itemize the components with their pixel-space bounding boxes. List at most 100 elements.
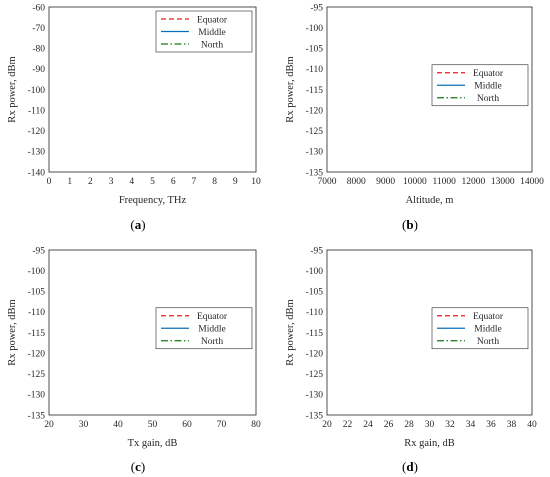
- y-tick-label: -120: [306, 106, 324, 116]
- x-tick-label: 3: [109, 177, 114, 187]
- legend-label-north: North: [201, 40, 223, 50]
- x-tick-label: 9000: [376, 177, 395, 187]
- x-tick-label: 80: [251, 420, 261, 430]
- y-tick-label: -140: [28, 168, 46, 178]
- chart-panel-d: 20 22 24 26 28 30 32 34 36 38 40 -135 -130 -125 -120 -1…: [285, 246, 537, 474]
- x-tick-label: 26: [384, 420, 394, 430]
- legend-label-middle: Middle: [474, 82, 501, 92]
- x-tick-label: 24: [363, 420, 373, 430]
- x-axis-label: Altitude, m: [406, 195, 454, 206]
- y-tick-label: -120: [306, 349, 324, 359]
- x-tick-label: 0: [47, 177, 52, 187]
- legend-label-middle: Middle: [474, 325, 501, 335]
- x-tick-label: 11000: [432, 177, 456, 187]
- legend-label-middle: Middle: [198, 28, 225, 38]
- x-tick-label: 10: [251, 177, 261, 187]
- y-tick-label: -100: [28, 86, 46, 96]
- y-tick-label: -135: [306, 168, 324, 178]
- y-tick-label: -110: [28, 106, 45, 116]
- y-tick-label: -95: [32, 246, 45, 256]
- legend-label-north: North: [477, 337, 499, 347]
- y-tick-label: -130: [306, 391, 324, 401]
- x-tick-label: 28: [404, 420, 414, 430]
- y-tick-label: -100: [28, 267, 46, 277]
- y-tick-label: -130: [28, 391, 46, 401]
- x-axis-label: Tx gain, dB: [128, 438, 178, 449]
- x-tick-label: 9: [233, 177, 238, 187]
- panel-label: (c): [131, 459, 145, 474]
- chart-panel-a: 0 1 2 3 4 5 6 7 8 9 10 -140 -130 -120 -110 -100 -90 -80 -7…: [7, 3, 261, 232]
- y-axis-label: Rx power, dBm: [7, 56, 18, 122]
- x-tick-label: 40: [113, 420, 123, 430]
- y-tick-label: -130: [28, 148, 46, 158]
- y-tick-label: -100: [306, 24, 324, 34]
- y-tick-label: -110: [306, 308, 323, 318]
- y-tick-label: -125: [306, 370, 324, 380]
- legend-label-north: North: [201, 337, 223, 347]
- x-axis-label: Rx gain, dB: [404, 438, 454, 449]
- y-tick-label: -95: [310, 246, 323, 256]
- chart-panel-b: 7000 8000 9000 10000 11000 12000 13000 14000 -13…: [285, 3, 544, 232]
- x-axis-label: Frequency, THz: [119, 195, 187, 206]
- x-tick-label: 36: [486, 420, 496, 430]
- y-tick-label: -105: [306, 45, 324, 55]
- x-tick-label: 10000: [403, 177, 427, 187]
- legend-label-middle: Middle: [198, 325, 225, 335]
- y-tick-label: -110: [306, 65, 323, 75]
- y-tick-label: -120: [28, 349, 46, 359]
- legend: Equator Middle North: [155, 10, 253, 53]
- y-tick-label: -115: [28, 329, 45, 339]
- legend-label-equator: Equator: [473, 312, 504, 322]
- legend: Equator Middle North: [431, 307, 529, 350]
- x-tick-label: 20: [44, 420, 54, 430]
- x-tick-label: 40: [527, 420, 537, 430]
- x-tick-label: 6: [171, 177, 176, 187]
- y-tick-label: -135: [28, 411, 46, 421]
- y-tick-label: -105: [28, 288, 46, 298]
- x-tick-label: 34: [466, 420, 476, 430]
- x-tick-label: 12000: [462, 177, 486, 187]
- x-tick-label: 60: [182, 420, 192, 430]
- legend-label-equator: Equator: [197, 15, 228, 25]
- x-tick-label: 8: [212, 177, 217, 187]
- y-axis-label: Rx power, dBm: [285, 299, 296, 365]
- x-tick-label: 30: [425, 420, 435, 430]
- y-axis-label: Rx power, dBm: [285, 56, 296, 122]
- x-tick-label: 38: [507, 420, 517, 430]
- legend: Equator Middle North: [155, 307, 253, 350]
- x-tick-label: 70: [217, 420, 227, 430]
- y-tick-label: -80: [32, 45, 45, 55]
- y-tick-label: -60: [32, 3, 45, 13]
- y-tick-label: -95: [310, 3, 323, 13]
- x-tick-label: 8000: [347, 177, 366, 187]
- y-tick-label: -125: [28, 370, 46, 380]
- panel-label: (d): [402, 459, 418, 474]
- y-tick-label: -90: [32, 65, 45, 75]
- x-tick-label: 14000: [520, 177, 544, 187]
- panel-label: (b): [402, 217, 418, 232]
- x-tick-label: 13000: [491, 177, 515, 187]
- legend-label-equator: Equator: [473, 69, 504, 79]
- legend-label-equator: Equator: [197, 312, 228, 322]
- y-tick-label: -130: [306, 148, 324, 158]
- y-tick-label: -120: [28, 127, 46, 137]
- y-tick-label: -105: [306, 288, 324, 298]
- x-tick-label: 22: [343, 420, 353, 430]
- chart-panel-c: 20 30 40 50 60 70 80 -135 -130 -125 -120 -115 -110 -1…: [7, 246, 261, 474]
- x-tick-label: 4: [129, 177, 134, 187]
- x-tick-label: 30: [79, 420, 89, 430]
- y-tick-label: -125: [306, 127, 324, 137]
- y-tick-label: -115: [306, 86, 323, 96]
- x-tick-label: 2: [88, 177, 93, 187]
- x-tick-label: 20: [322, 420, 332, 430]
- legend: Equator Middle North: [431, 64, 529, 107]
- legend-label-north: North: [477, 94, 499, 104]
- x-tick-label: 32: [445, 420, 455, 430]
- y-tick-label: -100: [306, 267, 324, 277]
- x-tick-label: 7000: [318, 177, 337, 187]
- x-tick-label: 1: [67, 177, 72, 187]
- x-tick-label: 5: [150, 177, 155, 187]
- y-tick-label: -110: [28, 308, 45, 318]
- x-tick-label: 50: [148, 420, 158, 430]
